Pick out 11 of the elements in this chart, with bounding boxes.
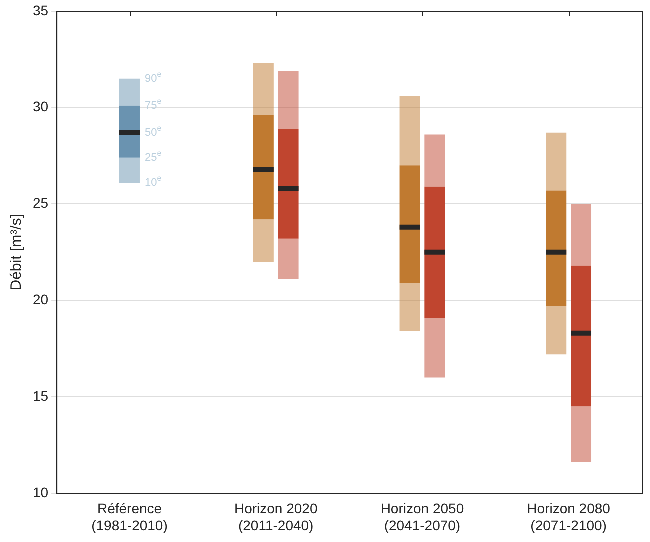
x-tick-label: Horizon 2080 (2071-2100) <box>527 500 611 534</box>
y-tick-label: 20 <box>32 291 49 308</box>
y-tick-label: 25 <box>32 195 49 212</box>
y-tick-label: 15 <box>32 388 49 404</box>
y-tick-label: 30 <box>32 98 49 115</box>
x-tick-label: Horizon 2050 (2041-2070) <box>380 500 464 534</box>
y-tick-label: 35 <box>32 2 49 18</box>
y-tick-label: 10 <box>32 484 49 500</box>
x-tick-label: Référence (1981-2010) <box>92 500 168 534</box>
y-axis-title: Débit [m³/s] <box>8 214 26 291</box>
x-tick-label: Horizon 2020 (2011-2040) <box>234 500 318 534</box>
